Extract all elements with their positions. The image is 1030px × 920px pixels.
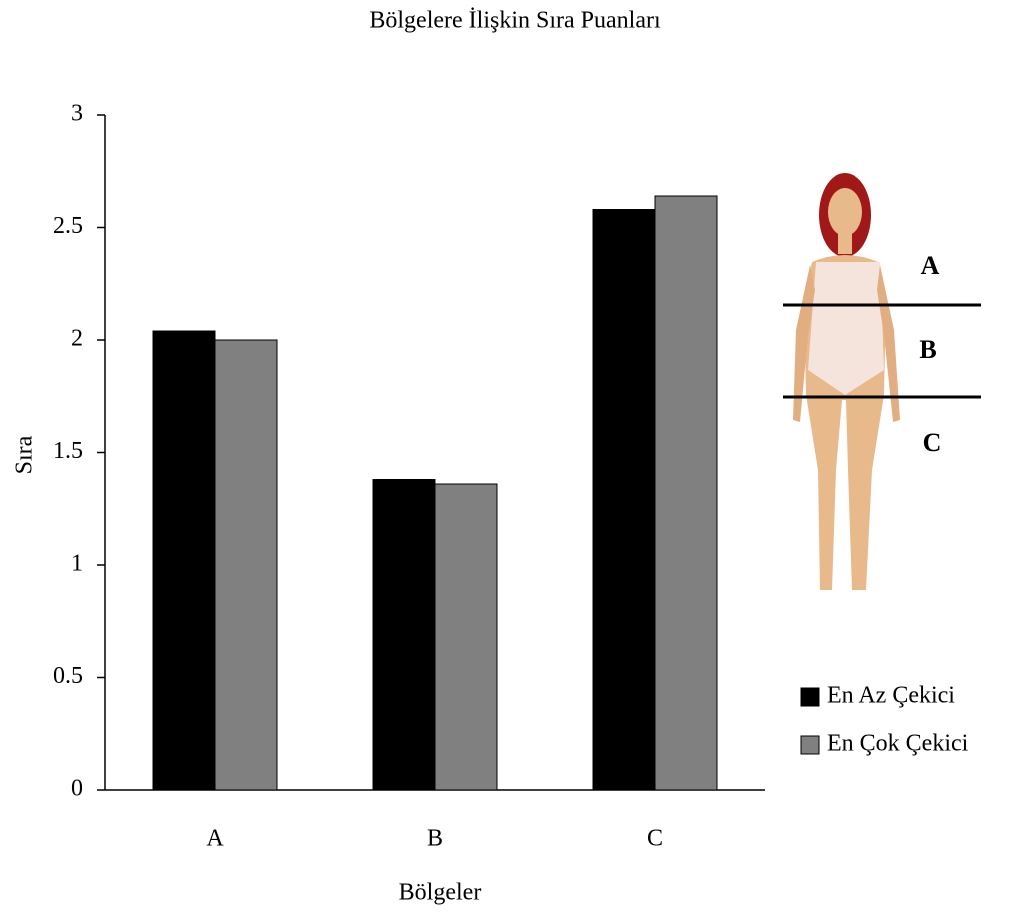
y-axis-label: Sıra [12, 435, 38, 474]
legend-label: En Çok Çekici [827, 731, 969, 757]
y-tick-label: 0 [71, 776, 83, 802]
legend-swatch [800, 687, 820, 707]
bar [654, 195, 718, 791]
y-tick-label: 0.5 [53, 663, 83, 689]
bar [152, 330, 216, 791]
swimsuit [808, 262, 884, 395]
bar [434, 483, 498, 791]
legend-label: En Az Çekici [827, 683, 955, 709]
region-label: B [919, 335, 936, 364]
y-tick-label: 2.5 [53, 213, 83, 239]
legend-swatch [800, 735, 820, 755]
x-tick-label: B [427, 826, 443, 852]
y-tick-label: 3 [71, 101, 83, 127]
bar [372, 479, 436, 791]
y-tick-label: 2 [71, 326, 83, 352]
chart-title: Bölgelere İlişkin Sıra Puanları [369, 8, 661, 34]
x-tick-label: A [206, 826, 224, 852]
bar [592, 209, 656, 791]
region-label: C [923, 428, 942, 457]
head [828, 188, 862, 236]
y-tick-label: 1 [71, 551, 83, 577]
body-figure: A B C [783, 173, 981, 590]
region-label: A [921, 251, 940, 280]
neck [838, 232, 852, 254]
bar [214, 339, 278, 791]
x-tick-label: C [647, 826, 663, 852]
x-axis-label: Bölgeler [399, 880, 482, 906]
y-tick-label: 1.5 [53, 438, 83, 464]
